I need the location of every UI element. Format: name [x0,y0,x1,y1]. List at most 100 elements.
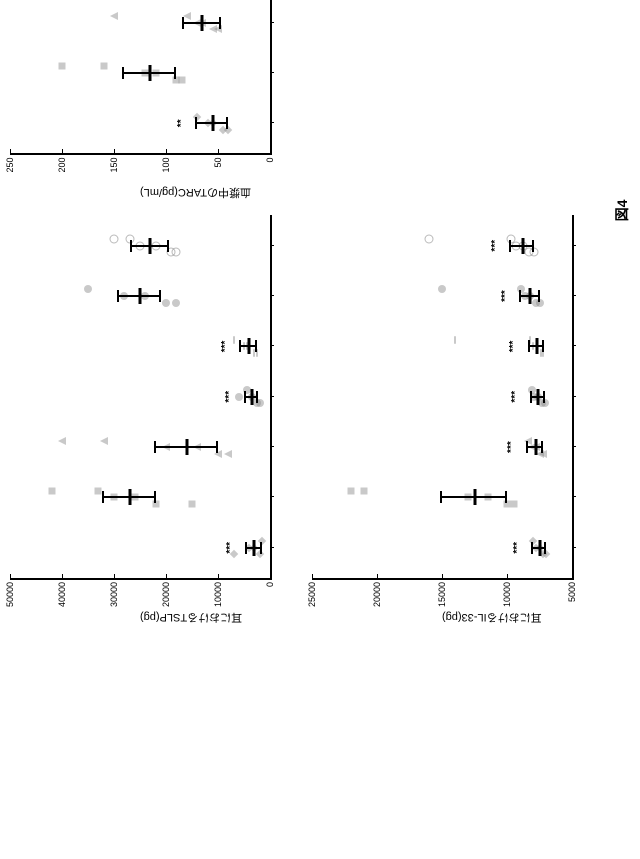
significance-marker: ** [176,119,187,127]
significance-marker: *** [508,341,519,353]
series-g2 [10,58,270,88]
xtick [270,396,274,397]
mean-mark [535,338,538,354]
data-point [235,393,243,401]
error-cap [538,290,540,302]
mean-mark [201,15,204,31]
data-point [100,437,108,445]
data-point [348,487,355,494]
error-cap [174,67,176,79]
xtick [270,295,274,296]
ytick: 20000 [372,578,382,607]
mean-mark [534,439,537,455]
error-cap [226,117,228,129]
error-cap [122,67,124,79]
mean-mark [250,389,253,405]
data-point [100,63,107,70]
data-point [59,63,66,70]
data-point [510,501,517,508]
mean-mark [149,65,152,81]
mean-mark [128,489,131,505]
diamond-icon [477,0,491,1]
error-cap [544,542,546,554]
bottom-row: 耳におけるIL-33(pg)500010000150002000025000**… [302,0,604,640]
error-cap [440,491,442,503]
mean-mark [185,439,188,455]
ytick: 50000 [5,578,15,607]
xtick [572,446,576,447]
data-point [110,12,118,20]
xtick [572,295,576,296]
ytick: 150 [109,154,119,173]
mean-mark [139,288,142,304]
chart-tslp: 耳におけるTSLP(pg)01000020000300004000050000*… [10,216,292,631]
ytick: 40000 [57,578,67,607]
xtick [270,496,274,497]
error-cap [531,542,533,554]
error-cap [260,542,262,554]
data-point [183,12,191,20]
mean-mark [537,389,540,405]
data-point [224,450,232,458]
xtick [572,396,576,397]
ylabel: 耳におけるTSLP(pg) [140,610,242,626]
chart-tarc: 血漿中のTARC(pg/mL)050100150200250******* [10,0,292,206]
data-point [48,487,55,494]
mean-mark [529,288,532,304]
ytick: 30000 [109,578,119,607]
series-g1: ** [10,108,270,138]
significance-marker: *** [225,542,236,554]
ytick: 200 [57,154,67,173]
xtick [572,345,576,346]
error-cap [530,391,532,403]
ytick: 5000 [567,578,577,602]
error-cap [159,290,161,302]
data-point [425,235,434,244]
ytick: 10000 [213,578,223,607]
error-cap [541,441,543,453]
series-g6 [10,281,270,311]
error-cap [245,542,247,554]
significance-marker: *** [512,542,523,554]
series-g7 [10,231,270,261]
series-g4: *** [10,382,270,412]
data-point [454,336,456,344]
series-g2 [312,482,572,512]
data-point [361,487,368,494]
error-cap [195,117,197,129]
data-point [172,299,180,307]
ytick: 15000 [437,578,447,607]
data-point [209,25,217,33]
xtick [270,547,274,548]
ylabel: 耳におけるIL-33(pg) [442,610,542,626]
mean-mark [538,540,541,556]
ytick: 250 [5,154,15,173]
series-g7: *** [312,231,572,261]
series-g6: *** [312,281,572,311]
figure-page: 耳におけるTSLP(pg)01000020000300004000050000*… [0,0,640,640]
xtick [270,22,274,23]
error-cap [532,240,534,252]
data-point [172,248,181,257]
error-cap [542,340,544,352]
xtick [270,72,274,73]
data-point [233,336,235,344]
series-g1: *** [312,533,572,563]
error-cap [526,441,528,453]
data-point [84,285,92,293]
xtick [270,345,274,346]
series-g2 [10,482,270,512]
error-cap [509,240,511,252]
error-cap [255,340,257,352]
ylabel: 血漿中のTARC(pg/mL) [140,186,251,202]
mean-mark [211,115,214,131]
xtick [572,245,576,246]
series-g4: *** [312,382,572,412]
significance-marker: *** [490,240,501,252]
error-cap [102,491,104,503]
series-g3 [10,8,270,38]
error-cap [256,391,258,403]
error-cap [244,391,246,403]
error-cap [219,17,221,29]
significance-marker: *** [506,441,517,453]
